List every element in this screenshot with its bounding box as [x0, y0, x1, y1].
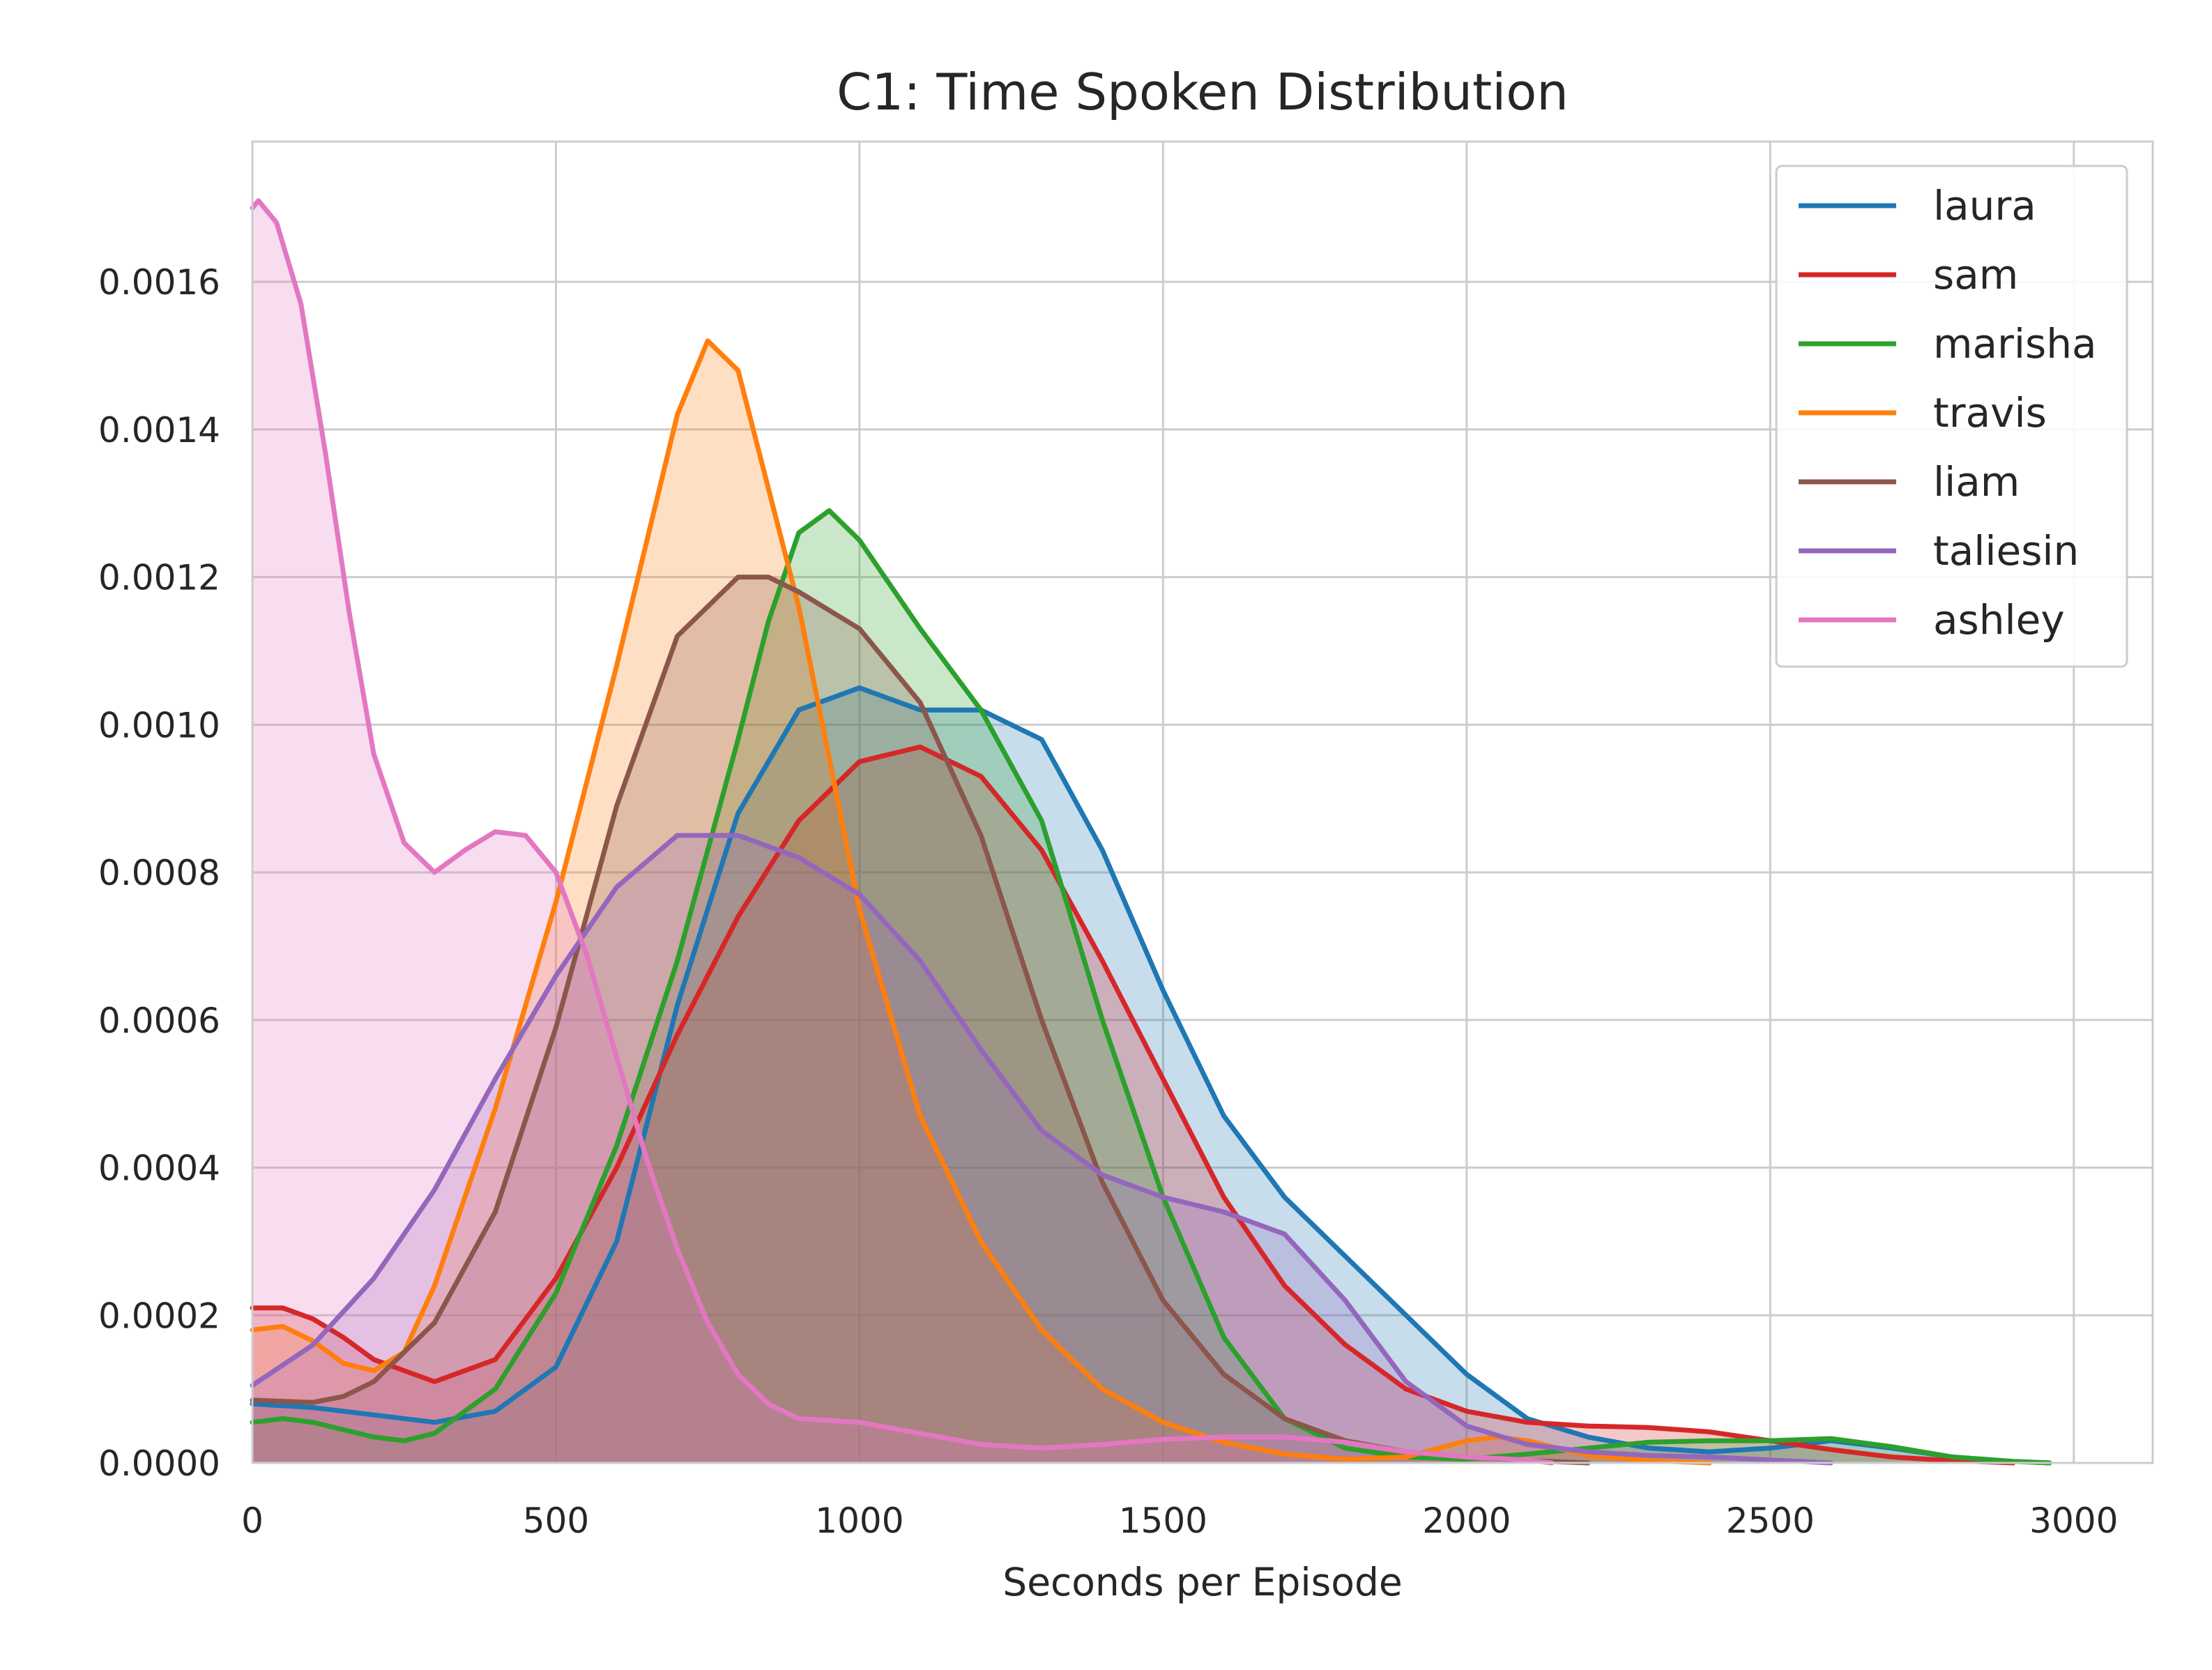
x-tick-label: 2500: [1726, 1501, 1815, 1541]
x-tick-label: 2000: [1422, 1501, 1511, 1541]
x-tick-label: 3000: [2029, 1501, 2118, 1541]
series-fill-liam: [252, 577, 1588, 1463]
series-fill-travis: [252, 340, 1710, 1463]
x-tick-label: 500: [523, 1501, 589, 1541]
series-lines: [250, 198, 2052, 1466]
series-line-taliesin: [250, 833, 1833, 1466]
y-tick-labels: 0.0000 0.0002 0.0004 0.0006 0.0008 0.0010 0.00…: [98, 262, 220, 1484]
x-axis-label: Seconds per Episode: [1002, 1560, 1402, 1604]
series-line-laura: [250, 685, 2052, 1466]
y-tick-label: 0.0002: [98, 1296, 220, 1336]
y-tick-label: 0.0000: [98, 1443, 220, 1484]
legend-label-liam: liam: [1933, 458, 2020, 506]
series-line-marisha: [250, 508, 2052, 1466]
series-line-ashley: [250, 198, 1555, 1466]
legend-label-sam: sam: [1933, 251, 2018, 298]
legend-label-laura: laura: [1933, 182, 2036, 229]
x-tick-label: 1000: [815, 1501, 903, 1541]
y-tick-label: 0.0016: [98, 262, 220, 303]
x-tick-labels: 0 500 1000 1500 2000 2500 3000: [241, 1501, 2118, 1541]
legend-label-ashley: ashley: [1933, 596, 2065, 644]
y-tick-label: 0.0014: [98, 410, 220, 450]
legend-label-taliesin: taliesin: [1933, 527, 2079, 575]
y-tick-label: 0.0006: [98, 1001, 220, 1041]
series-fill-marisha: [252, 510, 2050, 1463]
series-line-sam: [250, 744, 2016, 1466]
y-tick-label: 0.0004: [98, 1148, 220, 1189]
series-fill-ashley: [252, 200, 1552, 1464]
y-tick-label: 0.0010: [98, 705, 220, 745]
legend-label-travis: travis: [1933, 389, 2047, 437]
y-tick-label: 0.0008: [98, 853, 220, 893]
legend: laura sam marisha travis liam taliesin ashley: [1775, 165, 2128, 668]
legend-label-marisha: marisha: [1933, 320, 2097, 367]
chart-title: C1: Time Spoken Distribution: [837, 63, 1569, 121]
x-tick-label: 0: [241, 1501, 264, 1541]
series-fill-taliesin: [252, 835, 1831, 1463]
plot-frame: [251, 140, 2154, 1464]
y-tick-label: 0.0012: [98, 558, 220, 598]
legend-box: [1775, 165, 2128, 668]
series-fill-laura: [252, 688, 2050, 1463]
x-tick-label: 1500: [1119, 1501, 1207, 1541]
